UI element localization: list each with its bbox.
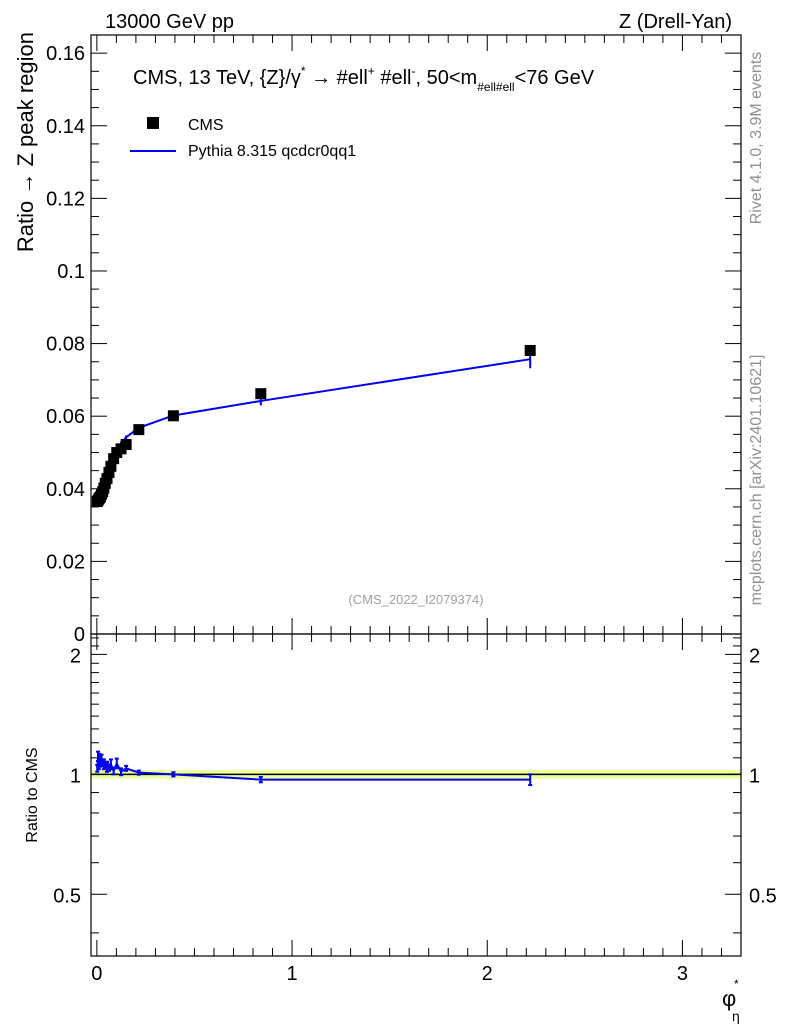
ratio-plot-frame [90,633,742,957]
y-tick-label: 0.16 [46,43,85,65]
data-point [133,424,145,436]
data-point [105,460,117,472]
x-axis-label-sup: * [734,977,739,991]
legend-data-marker [147,117,159,129]
x-tick-label: 1 [286,963,297,985]
x-axis-label-main: φ [722,986,736,1011]
y-tick-label: 0.12 [46,188,85,210]
x-tick-label: 3 [677,963,688,985]
title-arrow: → #ell [306,67,368,89]
title-sup2: + [368,64,375,78]
ratio-tick-label: 0.5 [53,885,81,907]
y-tick-label: 0.04 [46,479,85,501]
title-mid: #ell [375,67,412,89]
title-suffix: <76 GeV [515,67,595,89]
data-point [167,410,179,422]
x-tick-label: 0 [91,963,102,985]
ratio-tick-label-right: 2 [749,645,760,667]
ratio-y-axis-label: Ratio to CMS [24,747,41,842]
y-tick-label: 0.1 [57,261,85,283]
ratio-tick-label-right: 1 [749,765,760,787]
data-point [255,388,267,400]
y-axis-label: Ratio → Z peak region [13,32,38,252]
header-right: Z (Drell-Yan) [619,11,732,33]
mc-line [96,358,531,498]
data-point [103,466,115,478]
chart-marks: 0 1 2 3 0 0.02 0.04 0.06 0.08 0.1 0.12 0.14 0.16 0.5 0… [46,34,777,985]
y-tick-label: 0.02 [46,551,85,573]
legend-data-label: CMS [188,117,224,134]
title-sup3: - [412,64,416,78]
x-axis-label-sub: η [732,1008,740,1024]
title-prefix: CMS, 13 TeV, {Z}/γ [133,67,301,89]
chart-title: CMS, 13 TeV, {Z}/γ* → #ell+ #ell-, 50<m#… [133,64,595,94]
y-tick-label: 0.14 [46,116,85,138]
legend-mc-label: Pythia 8.315 qcdcr0qq1 [188,143,356,160]
data-point [120,438,132,450]
y-tick-label: 0.08 [46,334,85,356]
ratio-tick-label: 1 [70,765,81,787]
data-point [101,473,113,485]
rivet-version-label: Rivet 4.1.0, 3.9M events [748,52,765,225]
ratio-tick-label-right: 0.5 [749,885,777,907]
y-tick-label: 0.06 [46,406,85,428]
x-axis-label: φ [722,986,736,1011]
analysis-tag: (CMS_2022_I2079374) [348,592,483,607]
data-point [524,344,536,356]
ratio-tick-label: 2 [70,645,81,667]
data-point [108,453,120,465]
title-sub: #ell#ell [477,80,514,94]
mcplots-label: mcplots.cern.ch [arXiv:2401.10621] [748,355,765,606]
title-pre-m: , 50<m [416,67,478,89]
header-left: 13000 GeV pp [105,11,234,33]
y-tick-label: 0 [74,624,85,646]
title-sup1: * [301,64,306,78]
x-tick-label: 2 [482,963,493,985]
